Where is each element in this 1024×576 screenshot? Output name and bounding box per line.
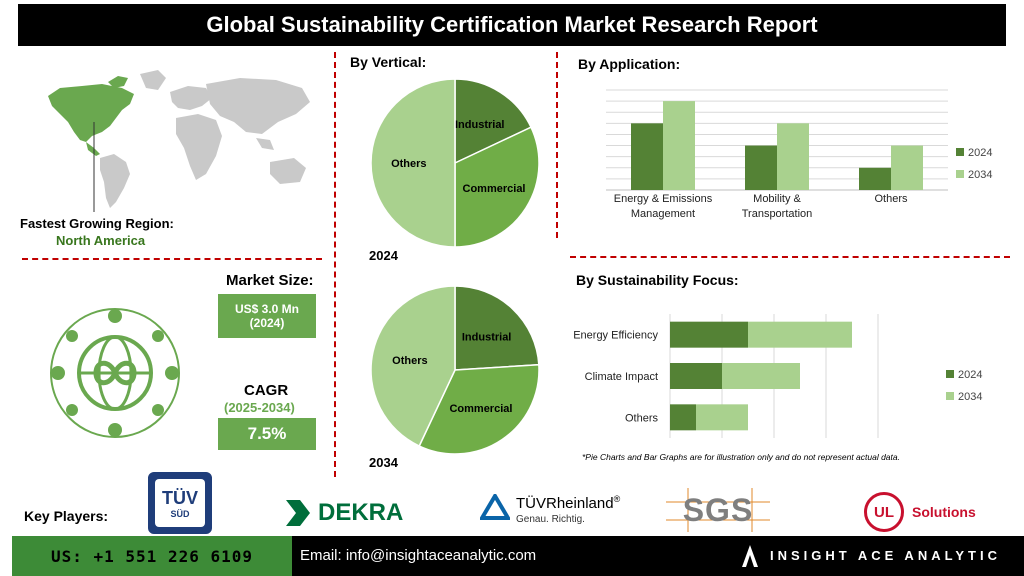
app-bar-2024-0 [631,123,663,190]
divider-right-horizontal [570,256,1010,258]
divider-left [334,52,336,477]
market-size-box: US$ 3.0 Mn (2024) [218,294,316,338]
app-legend-swatch-2024 [956,148,964,156]
focus-bar-chart: Energy Efficiency Climate Impact Others 202… [573,314,982,438]
pie-chart-2034: Industrial Commercial Others [370,285,540,455]
focus-bar-2024-1 [670,363,722,389]
sgs-text: SGS [682,491,754,528]
report-title: Global Sustainability Certification Mark… [18,4,1006,46]
fastest-region-label: Fastest Growing Region: [20,216,174,231]
tuv-rheinland-triangle-icon [480,494,510,520]
ul-solutions-logo: UL Solutions [864,492,976,532]
ul-solutions-text: Solutions [912,504,976,520]
market-size-year: (2024) [249,316,285,330]
pie-slice-industrial [454,78,533,165]
key-players-label: Key Players: [24,508,109,524]
dekra-text: DEKRA [318,499,404,526]
pie-label-others: Others [391,158,426,170]
tuv-sud-top: TÜV [162,487,198,508]
app-legend-swatch-2034 [956,170,964,178]
sgs-grid-lines [666,488,770,532]
app-category-label: Mobility & [753,193,801,205]
application-bar-chart: Energy & Emissions Management Mobility & Tr… [606,89,992,220]
focus-legend-label-2034: 2034 [958,391,982,403]
cagr-period: (2025-2034) [224,400,295,415]
pie-year-2034: 2034 [369,455,398,470]
pie-slice-commercial [454,126,540,248]
pie-label-commercial: Commercial [449,403,512,415]
sustainability-emblem-icon [50,308,180,438]
pie-slice-others [370,78,456,248]
footer-brand: INSIGHT ACE ANALYTIC [770,548,1001,563]
australia-shape [270,158,306,184]
pie-slice-others [370,285,456,448]
vertical-title: By Vertical: [350,54,427,70]
tuv-rheinland-text: TÜVRheinland [516,495,614,512]
cagr-value: 7.5% [218,418,316,450]
app-category-label: Energy & Emissions [614,193,713,205]
south-america-shape [100,154,130,208]
insight-ace-logo-icon [742,545,758,567]
focus-bar-2034-2 [696,404,748,431]
market-size-label: Market Size: [226,272,314,289]
focus-legend-swatch-2034 [946,392,954,400]
pie-year-2024: 2024 [369,248,398,263]
tuv-sud-logo: TÜV SÜD [148,472,212,534]
focus-bar-2034-1 [722,363,800,389]
app-bar-2034-2 [891,145,923,190]
app-bar-2024-2 [859,167,891,190]
tuv-rheinland-tagline: Genau. Richtig. [516,514,585,525]
fastest-region-value: North America [56,233,146,248]
focus-bar-2024-2 [670,404,696,431]
tuv-sud-bottom: SÜD [170,508,190,519]
europe-shape [170,86,212,110]
pie-slice-commercial [418,363,540,455]
pie-label-industrial: Industrial [455,119,505,131]
market-size-value: US$ 3.0 Mn [234,302,300,316]
pie-label-commercial: Commercial [463,183,526,195]
pie-label-industrial: Industrial [462,331,512,343]
asia-shape [206,78,310,134]
focus-legend-label-2024: 2024 [958,369,982,381]
pie-chart-2024: Industrial Commercial Others [370,78,540,248]
illustration-note: *Pie Charts and Bar Graphs are for illus… [582,452,900,462]
app-category-label: Management [631,208,695,220]
footer-email[interactable]: Email: info@insightaceanalytic.com [300,547,537,564]
pie-slice-industrial [454,285,540,371]
africa-shape [176,114,222,180]
world-map [48,70,310,212]
divider-right [556,52,558,238]
focus-legend-swatch-2024 [946,370,954,378]
app-category-label: Others [874,193,908,205]
app-bar-2034-0 [663,101,695,190]
sgs-logo: SGS [666,488,770,532]
focus-category-label: Others [625,412,659,424]
focus-category-label: Climate Impact [585,371,658,383]
focus-bar-2034-0 [748,321,852,348]
focus-bar-2024-0 [670,321,748,348]
pie-label-others: Others [392,355,427,367]
ul-text: UL [874,503,894,521]
app-legend-label-2034: 2034 [968,169,992,181]
tuv-rheinland-registered: ® [613,494,621,504]
app-bar-2024-1 [745,145,777,190]
north-america-shape [48,84,134,142]
footer-phone[interactable]: US: +1 551 226 6109 [12,536,292,576]
focus-category-label: Energy Efficiency [573,330,658,342]
dekra-mark-icon [286,500,310,526]
tuv-rheinland-logo: TÜVRheinland® Genau. Richtig. [480,494,620,525]
cagr-label: CAGR [244,382,289,399]
app-bar-2034-1 [777,123,809,190]
divider-left-horizontal [22,258,322,260]
dekra-logo: DEKRA [284,498,403,528]
footer-bar: Email: info@insightaceanalytic.com INSIG… [292,536,1024,576]
application-title: By Application: [578,56,681,72]
focus-title: By Sustainability Focus: [576,272,739,288]
app-legend-label-2024: 2024 [968,147,992,159]
app-category-label: Transportation [742,208,813,220]
